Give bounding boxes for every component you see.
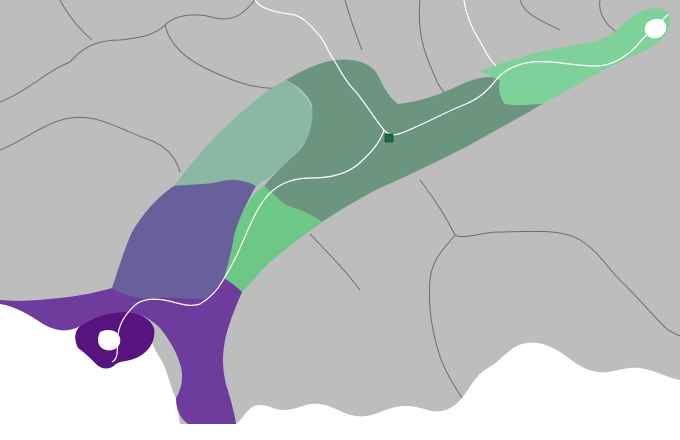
border-line (344, 0, 363, 51)
border-line (309, 233, 361, 291)
region-slate-purple (112, 179, 256, 299)
border-line (419, 179, 680, 337)
border-line (519, 0, 561, 31)
bay (98, 330, 121, 351)
rivers (111, 0, 669, 363)
region-sage-green (174, 80, 314, 186)
border-line (0, 0, 256, 103)
region-purple (0, 278, 242, 424)
river (254, 0, 385, 131)
border-line (429, 234, 463, 399)
border-line (0, 116, 181, 173)
lake (644, 18, 667, 39)
river (463, 0, 497, 67)
river (383, 13, 669, 136)
city-marker (384, 133, 394, 143)
region-light-green (480, 8, 671, 105)
region-bright-green (224, 186, 322, 292)
border-line (164, 24, 281, 89)
border-line (418, 0, 451, 97)
border-line (59, 0, 93, 41)
river (111, 129, 385, 363)
